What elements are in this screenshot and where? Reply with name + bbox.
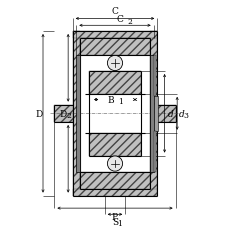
Text: D: D [60, 109, 67, 118]
Bar [153, 131, 155, 172]
Bar [76, 56, 79, 172]
Text: d: d [167, 109, 172, 118]
Bar [79, 172, 150, 189]
Text: D: D [36, 109, 43, 118]
Bar [150, 56, 153, 172]
Bar [150, 32, 157, 196]
Text: 1: 1 [118, 98, 123, 106]
Bar [54, 105, 72, 123]
Bar [88, 133, 141, 156]
Text: 3: 3 [182, 111, 187, 119]
Bar [153, 96, 157, 131]
Bar [88, 72, 141, 94]
Bar [153, 56, 155, 96]
Text: d: d [178, 109, 184, 118]
Text: S: S [112, 217, 117, 226]
Text: B: B [107, 96, 113, 105]
Text: 1: 1 [117, 219, 122, 227]
Text: P: P [112, 212, 117, 221]
Bar [157, 105, 175, 123]
Bar [72, 32, 157, 39]
Bar [79, 39, 150, 56]
Bar [72, 32, 79, 196]
Bar [72, 189, 157, 196]
Text: 2: 2 [127, 18, 132, 26]
Circle shape [107, 56, 122, 71]
Text: C: C [116, 15, 123, 24]
Circle shape [107, 156, 122, 172]
Text: 2: 2 [66, 112, 71, 120]
Text: C: C [111, 7, 118, 16]
